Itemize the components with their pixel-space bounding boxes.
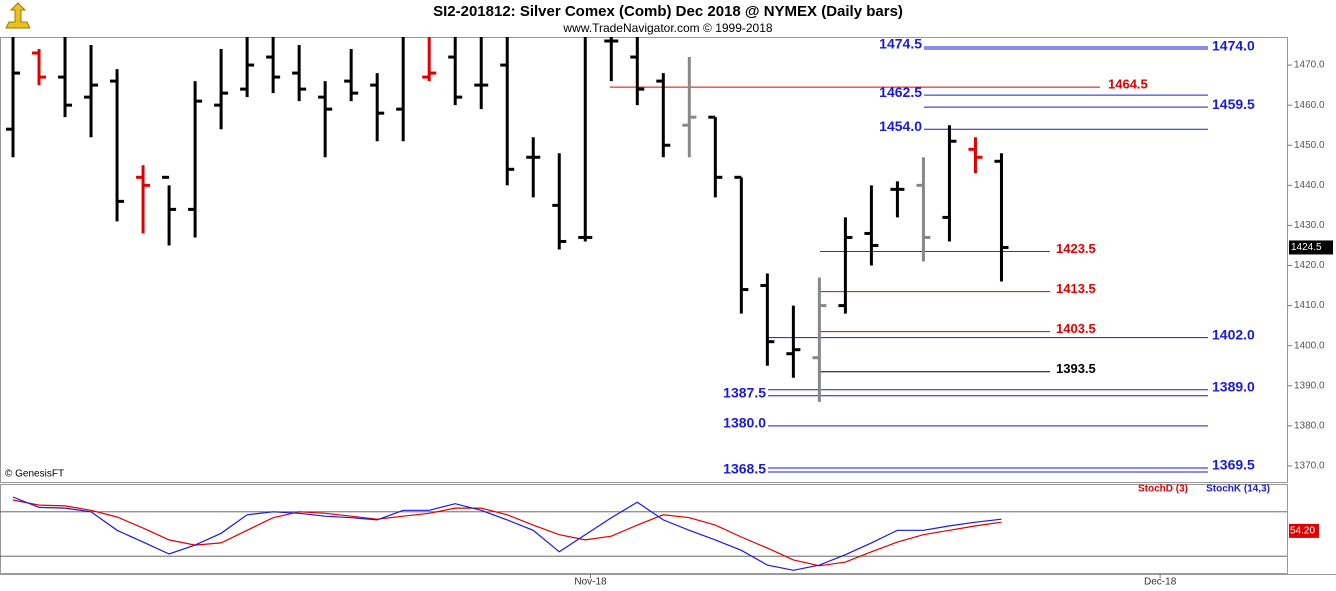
y-tick-label: 1410.0 <box>1294 300 1325 311</box>
chart-title: SI2-201812: Silver Comex (Comb) Dec 2018… <box>433 3 903 20</box>
y-tick-label: 1440.0 <box>1294 180 1325 191</box>
y-tick-label: 1390.0 <box>1294 380 1325 391</box>
x-tick-label: Dec-18 <box>1144 577 1177 588</box>
level-label: 1393.5 <box>1056 361 1096 376</box>
axis: 1370.0 1380.0 1390.0 1400.0 1410.0 1420.0 1430… <box>574 60 1333 588</box>
level-label: 1454.0 <box>879 118 922 134</box>
level-label: 1459.5 <box>1212 96 1255 112</box>
level-label: 1389.0 <box>1212 378 1255 394</box>
y-tick-label: 1400.0 <box>1294 340 1325 351</box>
last-price-box <box>1289 240 1333 255</box>
y-tick-label: 1430.0 <box>1294 220 1325 231</box>
level-label: 1402.0 <box>1212 326 1255 342</box>
stoch-frame <box>0 484 1288 574</box>
stoch-panel <box>0 496 1287 571</box>
y-tick-label: 1420.0 <box>1294 260 1325 271</box>
legend-label: StochD (3) <box>1138 484 1188 495</box>
level-label: 1462.5 <box>879 84 922 100</box>
chart-subtitle: www.TradeNavigator.com © 1999-2018 <box>562 21 772 35</box>
level-label: 1413.5 <box>1056 281 1096 296</box>
stoch-line <box>12 496 1002 571</box>
level-label: 1380.0 <box>723 415 766 431</box>
copyright: © GenesisFT <box>5 469 64 480</box>
y-tick-label: 1460.0 <box>1294 100 1325 111</box>
levels: 1474.5 1474.0 1464.5 1462.5 1459.5 1454.0 1423… <box>610 36 1255 477</box>
y-tick-label: 1450.0 <box>1294 140 1325 151</box>
level-label: 1368.5 <box>723 461 766 477</box>
x-tick-label: Nov-18 <box>574 577 607 588</box>
y-tick-label: 1470.0 <box>1294 60 1325 71</box>
y-tick-label: 1380.0 <box>1294 421 1325 432</box>
stoch-last-label: 54.20 <box>1290 526 1315 537</box>
logo <box>5 2 31 29</box>
level-label: 1403.5 <box>1056 321 1096 336</box>
level-label: 1369.5 <box>1212 457 1255 473</box>
stoch-line <box>12 499 1002 567</box>
level-label: 1464.5 <box>1108 77 1148 92</box>
y-tick-label: 1370.0 <box>1294 461 1325 472</box>
level-label: 1423.5 <box>1056 241 1096 256</box>
level-label: 1474.0 <box>1212 38 1255 54</box>
plot-frame <box>0 37 1288 483</box>
level-label: 1387.5 <box>723 385 766 401</box>
bars <box>6 37 1009 402</box>
stoch-labels: StochD (3) StochK (14,3) 54.20 <box>1138 484 1319 538</box>
stoch-last-box <box>1289 523 1319 538</box>
legend-label: StochK (14,3) <box>1206 484 1270 495</box>
level-label: 1474.5 <box>879 36 922 52</box>
last-price-label: 1424.5 <box>1291 242 1322 253</box>
